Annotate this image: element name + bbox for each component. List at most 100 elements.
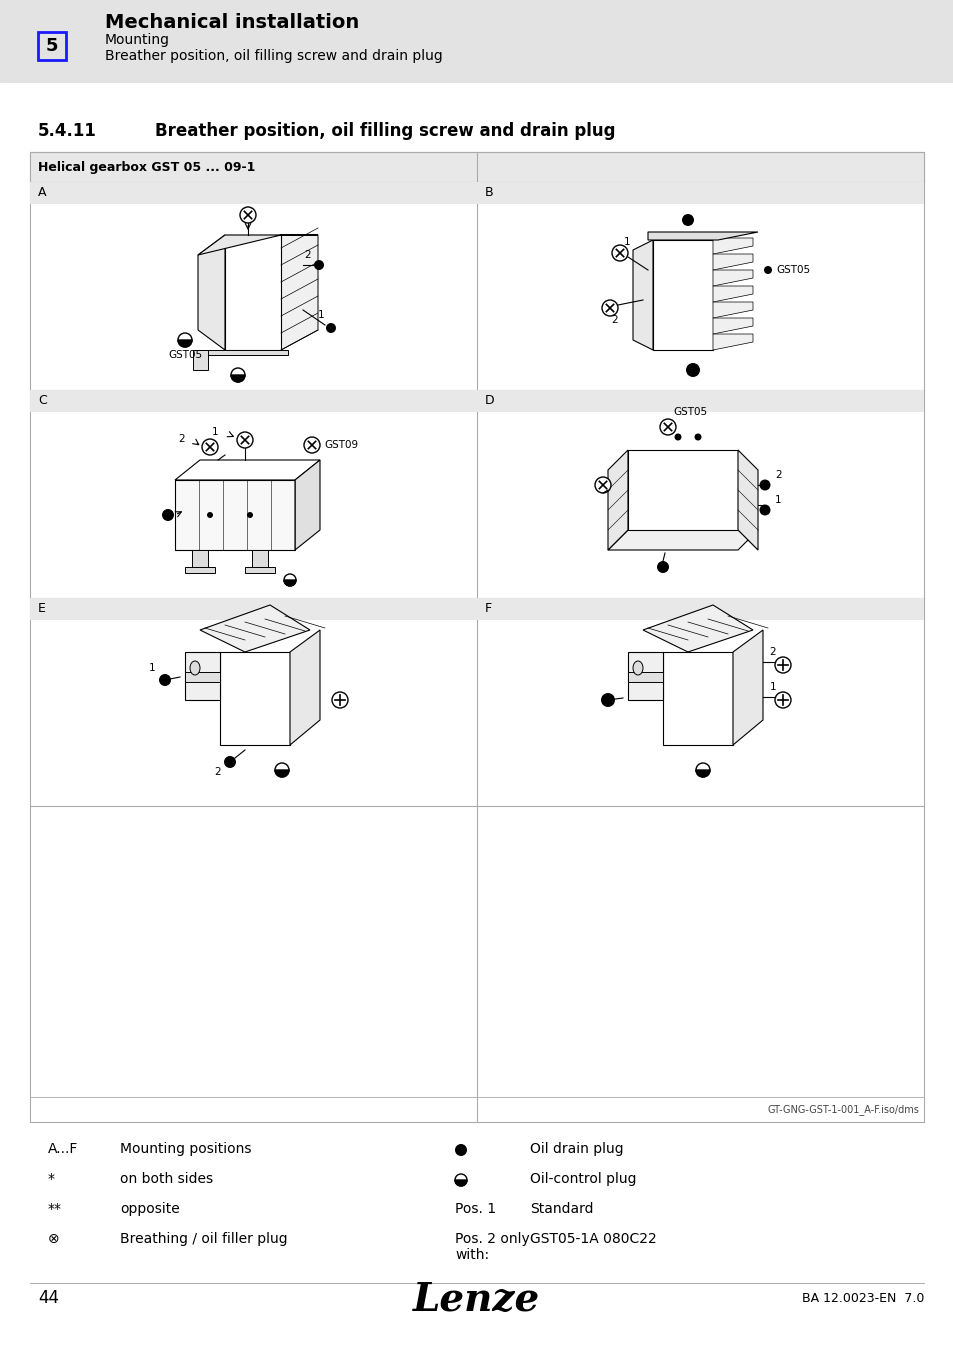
Polygon shape [642, 605, 752, 652]
Text: 2: 2 [214, 767, 221, 778]
Circle shape [681, 215, 693, 225]
Polygon shape [245, 567, 274, 572]
Circle shape [231, 369, 245, 382]
Polygon shape [712, 319, 752, 333]
Circle shape [326, 323, 335, 333]
Text: GST05-1A 080C22: GST05-1A 080C22 [530, 1233, 656, 1246]
Text: D: D [484, 394, 494, 408]
Circle shape [600, 693, 615, 707]
Circle shape [674, 433, 680, 440]
Circle shape [207, 512, 213, 518]
Circle shape [759, 479, 770, 490]
Text: GST05: GST05 [775, 265, 809, 275]
Circle shape [314, 261, 324, 270]
Circle shape [332, 693, 348, 707]
Circle shape [763, 266, 771, 274]
Circle shape [455, 1143, 467, 1156]
Text: 1: 1 [317, 310, 324, 320]
Polygon shape [627, 652, 662, 701]
Polygon shape [185, 567, 214, 572]
Polygon shape [712, 302, 752, 319]
Wedge shape [178, 340, 192, 347]
Text: Breather position, oil filling screw and drain plug: Breather position, oil filling screw and… [154, 122, 615, 140]
Ellipse shape [633, 662, 642, 675]
Text: opposite: opposite [120, 1202, 179, 1216]
Circle shape [657, 562, 668, 572]
Bar [38, 32, 66, 59]
Bar [476, 182, 923, 204]
Polygon shape [627, 450, 738, 531]
Text: 5: 5 [46, 36, 58, 55]
Circle shape [612, 244, 627, 261]
Polygon shape [738, 450, 758, 549]
Circle shape [774, 657, 790, 674]
Polygon shape [185, 652, 220, 701]
Polygon shape [712, 238, 752, 254]
Circle shape [659, 418, 676, 435]
Bar [476, 598, 923, 620]
Circle shape [284, 574, 295, 586]
Polygon shape [627, 672, 662, 682]
Text: *: * [48, 1172, 55, 1187]
Text: GST05: GST05 [168, 350, 202, 360]
Polygon shape [633, 240, 652, 350]
Circle shape [694, 433, 700, 440]
Bar [30, 182, 476, 204]
Text: 44: 44 [38, 1289, 59, 1307]
Polygon shape [652, 240, 712, 350]
Polygon shape [662, 652, 732, 745]
Bar [30, 153, 923, 182]
Wedge shape [274, 769, 289, 778]
Polygon shape [198, 235, 317, 255]
Polygon shape [294, 460, 319, 549]
Circle shape [159, 674, 171, 686]
Polygon shape [712, 270, 752, 286]
Text: 2: 2 [611, 315, 618, 325]
Text: on both sides: on both sides [120, 1172, 213, 1187]
Text: Oil drain plug: Oil drain plug [530, 1142, 623, 1156]
Text: GT-GNG-GST-1-001_A-F.iso/dms: GT-GNG-GST-1-001_A-F.iso/dms [766, 1104, 918, 1115]
Text: Standard: Standard [530, 1202, 593, 1216]
Polygon shape [174, 460, 319, 481]
Polygon shape [712, 333, 752, 350]
Polygon shape [192, 549, 208, 567]
Circle shape [601, 300, 618, 316]
Bar [30, 153, 923, 1122]
Text: 5.4.11: 5.4.11 [38, 122, 97, 140]
Text: B: B [484, 186, 493, 200]
Text: Mechanical installation: Mechanical installation [105, 12, 359, 31]
Polygon shape [281, 235, 317, 350]
Circle shape [274, 763, 289, 778]
Ellipse shape [190, 662, 200, 675]
Polygon shape [225, 235, 281, 350]
Circle shape [595, 477, 610, 493]
Polygon shape [185, 672, 220, 682]
Text: GST05: GST05 [672, 406, 706, 417]
Circle shape [304, 437, 319, 454]
Circle shape [696, 763, 709, 778]
Text: 1: 1 [149, 663, 155, 674]
Circle shape [162, 509, 173, 521]
Circle shape [774, 693, 790, 707]
Circle shape [759, 505, 770, 516]
Polygon shape [193, 350, 288, 355]
Text: GST09: GST09 [324, 440, 357, 450]
Text: F: F [484, 602, 492, 616]
Circle shape [685, 363, 700, 377]
Text: E: E [38, 602, 46, 616]
Text: Breather position, oil filling screw and drain plug: Breather position, oil filling screw and… [105, 49, 442, 63]
Text: 1: 1 [769, 682, 776, 693]
Text: Breathing / oil filler plug: Breathing / oil filler plug [120, 1233, 287, 1246]
Bar [30, 390, 476, 412]
Polygon shape [290, 630, 319, 745]
Bar [476, 390, 923, 412]
Polygon shape [193, 350, 208, 370]
Circle shape [236, 432, 253, 448]
Text: BA 12.0023-EN  7.0: BA 12.0023-EN 7.0 [801, 1292, 923, 1304]
Circle shape [247, 512, 253, 518]
Wedge shape [696, 769, 709, 778]
Circle shape [240, 207, 255, 223]
Wedge shape [231, 375, 245, 382]
Polygon shape [607, 531, 758, 549]
Text: **: ** [48, 1202, 62, 1216]
